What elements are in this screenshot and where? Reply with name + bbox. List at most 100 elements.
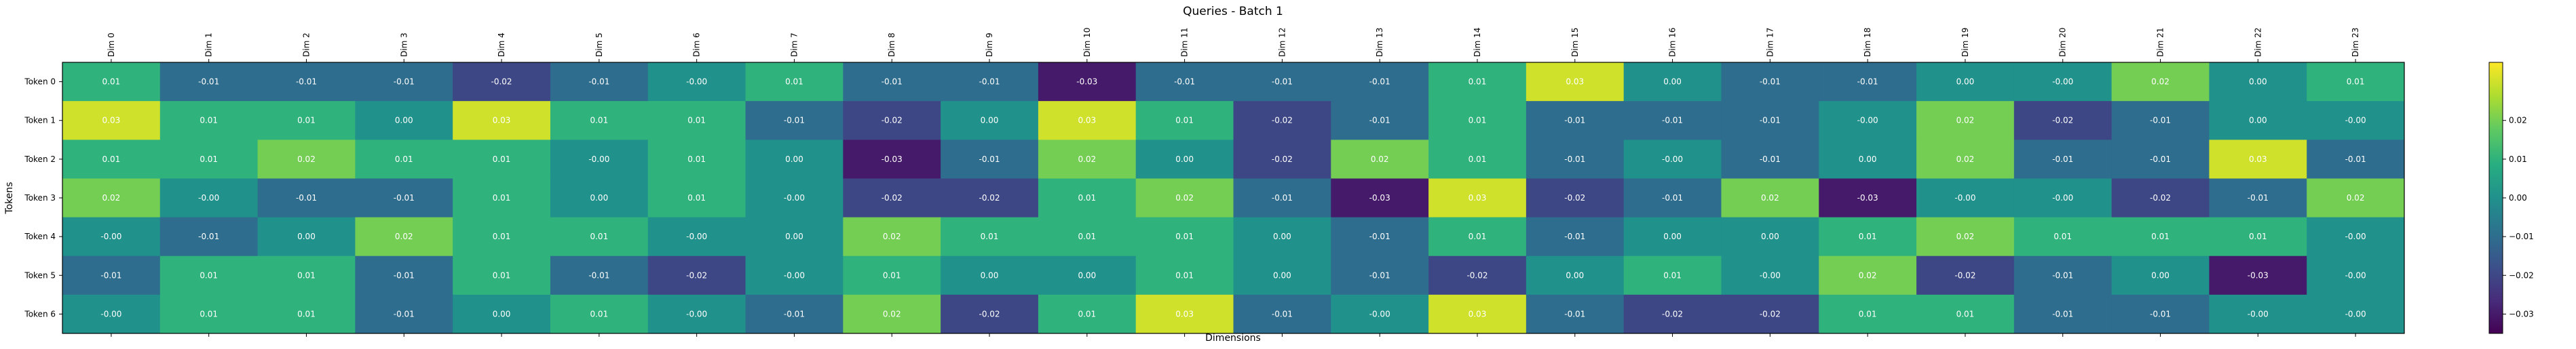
heatmap-cell — [1038, 178, 1137, 218]
cell-value-label: 0.01 — [1469, 77, 1487, 87]
heatmap-cell — [941, 62, 1039, 102]
cell-value-label: -0.01 — [1369, 77, 1390, 87]
cell-value-label: -0.00 — [2248, 309, 2269, 319]
cell-value-label: 0.01 — [1175, 116, 1194, 125]
cell-value-label: 0.01 — [785, 77, 803, 87]
x-tick-label: Dim 23 — [2351, 28, 2360, 57]
cell-value-label: 0.01 — [2053, 232, 2072, 241]
heatmap-cell — [2307, 101, 2405, 140]
x-tick-label: Dim 7 — [789, 33, 799, 57]
cell-value-label: -0.01 — [296, 77, 317, 87]
heatmap-cell — [941, 101, 1039, 140]
y-tick-label: Token 4 — [24, 232, 56, 241]
heatmap-cell — [1233, 178, 1331, 218]
cell-value-label: 0.01 — [297, 270, 316, 280]
heatmap-cell — [355, 255, 453, 295]
heatmap-cell — [843, 178, 941, 218]
x-tick-label: Dim 11 — [1180, 28, 1190, 57]
cell-value-label: -0.01 — [2248, 193, 2269, 203]
heatmap-cell — [1331, 62, 1429, 102]
cell-value-label: -0.01 — [1272, 309, 1293, 319]
heatmap-cell — [159, 62, 259, 102]
cell-value-label: 0.01 — [1859, 309, 1877, 319]
cell-value-label: 0.00 — [297, 232, 316, 241]
heatmap-cell — [355, 178, 453, 218]
cell-value-label: -0.00 — [1760, 270, 1781, 280]
cell-value-label: -0.01 — [1174, 77, 1195, 87]
cell-value-label: -0.01 — [1272, 193, 1293, 203]
heatmap-cell — [1526, 101, 1625, 140]
cell-value-label: 0.03 — [1469, 309, 1487, 319]
cell-value-label: -0.02 — [882, 116, 903, 125]
heatmap-cell — [2209, 294, 2307, 334]
cell-value-label: 0.03 — [1469, 193, 1487, 203]
heatmap-cells — [62, 62, 2405, 334]
cell-value-label: -0.01 — [394, 309, 415, 319]
heatmap-cell — [159, 294, 259, 334]
cell-value-label: 0.00 — [590, 193, 608, 203]
cell-value-label: 0.00 — [2249, 116, 2267, 125]
cell-value-label: 0.01 — [200, 270, 218, 280]
heatmap-cell — [1623, 62, 1722, 102]
cell-value-label: 0.01 — [687, 116, 706, 125]
cell-value-label: 0.00 — [1761, 232, 1779, 241]
heatmap-cell — [647, 255, 746, 295]
heatmap-cell — [159, 101, 259, 140]
heatmap-cell — [1623, 178, 1722, 218]
x-tick-label: Dim 1 — [204, 33, 214, 57]
y-tick-label: Token 3 — [24, 193, 56, 203]
cell-value-label: -0.01 — [979, 155, 1000, 164]
cell-value-label: -0.01 — [198, 77, 219, 87]
heatmap-cell — [453, 101, 551, 140]
heatmap-cell — [453, 62, 551, 102]
heatmap-cell — [1135, 255, 1234, 295]
cell-value-label: 0.02 — [1956, 232, 1975, 241]
y-tick-label: Token 6 — [24, 309, 56, 319]
cell-value-label: -0.01 — [784, 116, 805, 125]
cell-value-label: 0.01 — [590, 309, 608, 319]
cell-value-label: 0.02 — [1175, 193, 1194, 203]
heatmap-cell — [2013, 294, 2113, 334]
cell-value-label: 0.01 — [1859, 232, 1877, 241]
cell-value-label: 0.00 — [785, 232, 803, 241]
heatmap-cell — [1819, 140, 1917, 179]
cell-value-label: 0.02 — [883, 232, 901, 241]
heatmap-cell — [1233, 217, 1331, 257]
cell-value-label: -0.00 — [686, 309, 707, 319]
x-tick-label: Dim 20 — [2058, 28, 2068, 57]
cell-value-label: -0.01 — [1564, 232, 1585, 241]
cell-value-label: -0.01 — [1369, 232, 1390, 241]
heatmap-cell — [1721, 178, 1819, 218]
colorbar-tick-label: 0.02 — [2509, 116, 2527, 125]
heatmap-cell — [1526, 294, 1625, 334]
cell-value-label: 0.01 — [395, 155, 413, 164]
heatmap-cell — [355, 101, 453, 140]
cell-value-label: -0.01 — [296, 193, 317, 203]
cell-value-label: 0.01 — [2151, 232, 2170, 241]
heatmap-cell — [2013, 217, 2113, 257]
x-axis-label: Dimensions — [1205, 333, 1261, 344]
cell-value-label: -0.02 — [1564, 193, 1585, 203]
cell-value-label: 0.01 — [1078, 309, 1096, 319]
heatmap-cell — [2209, 101, 2307, 140]
cell-value-label: -0.00 — [784, 193, 805, 203]
cell-value-label: 0.01 — [687, 193, 706, 203]
x-tick-label: Dim 19 — [1961, 28, 1970, 57]
cell-value-label: 0.01 — [2249, 232, 2267, 241]
heatmap-cell — [2013, 255, 2113, 295]
cell-value-label: -0.00 — [2052, 193, 2073, 203]
heatmap-cell — [647, 140, 746, 179]
cell-value-label: 0.01 — [493, 270, 511, 280]
x-tick-label: Dim 0 — [107, 33, 116, 57]
x-tick-label: Dim 5 — [594, 33, 604, 57]
x-tick-label: Dim 15 — [1570, 28, 1580, 57]
cell-value-label: -0.00 — [686, 77, 707, 87]
heatmap-cell — [1331, 178, 1429, 218]
y-tick-label: Token 0 — [24, 77, 56, 87]
cell-value-label: 0.01 — [1175, 232, 1194, 241]
cell-value-label: -0.00 — [100, 232, 121, 241]
x-tick-label: Dim 9 — [985, 33, 994, 57]
cell-value-label: -0.00 — [1954, 193, 1975, 203]
cell-value-label: -0.01 — [1564, 116, 1585, 125]
